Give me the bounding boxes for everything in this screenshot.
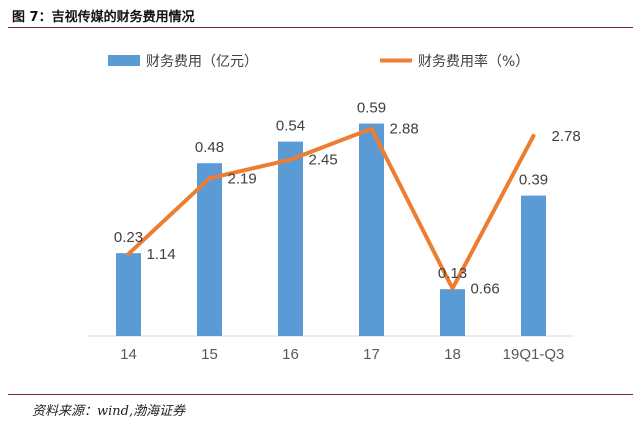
line-data-label: 2.78 <box>552 128 581 145</box>
x-tick-label: 19Q1-Q3 <box>503 346 565 363</box>
bar-data-label: 0.54 <box>276 118 305 135</box>
bar-18 <box>440 289 465 336</box>
source-note: 资料来源：wind,渤海证券 <box>32 404 186 419</box>
x-tick-label: 17 <box>363 346 380 363</box>
figure-title: 图 7：吉视传媒的财务费用情况 <box>12 10 195 25</box>
x-tick-label: 18 <box>444 346 461 363</box>
bar-19Q1-Q3 <box>521 195 546 336</box>
bar-data-label: 0.39 <box>519 172 548 189</box>
bar-data-label: 0.23 <box>114 229 143 246</box>
expense-ratio-line <box>126 126 536 291</box>
x-tick-label: 16 <box>282 346 299 363</box>
x-tick-label: 14 <box>120 346 137 363</box>
line-data-label: 1.14 <box>147 246 176 263</box>
line-data-label: 2.88 <box>390 121 419 138</box>
bar-14 <box>116 253 141 336</box>
plot-area: 14 15 16 17 18 19Q1-Q3 0.23 0.48 0.54 0.59 0.13 0.3… <box>88 100 581 363</box>
x-tick-label: 15 <box>201 346 218 363</box>
source-rule <box>8 394 633 395</box>
legend: 财务费用（亿元） 财务费用率（%） <box>108 53 529 70</box>
bar-data-label: 0.13 <box>438 265 467 282</box>
line-data-label: 2.19 <box>228 170 257 187</box>
bar-data-label: 0.48 <box>195 139 224 156</box>
title-rule <box>8 27 633 28</box>
bar-17 <box>359 123 384 336</box>
legend-line-label: 财务费用率（%） <box>418 53 529 70</box>
legend-bar-swatch <box>108 55 140 66</box>
legend-bar-label: 财务费用（亿元） <box>146 54 258 70</box>
line-data-label: 0.66 <box>471 280 500 297</box>
bar-data-label: 0.59 <box>357 100 386 117</box>
bar-15 <box>197 163 222 336</box>
line-data-label: 2.45 <box>309 152 338 169</box>
bar-16 <box>278 141 303 336</box>
